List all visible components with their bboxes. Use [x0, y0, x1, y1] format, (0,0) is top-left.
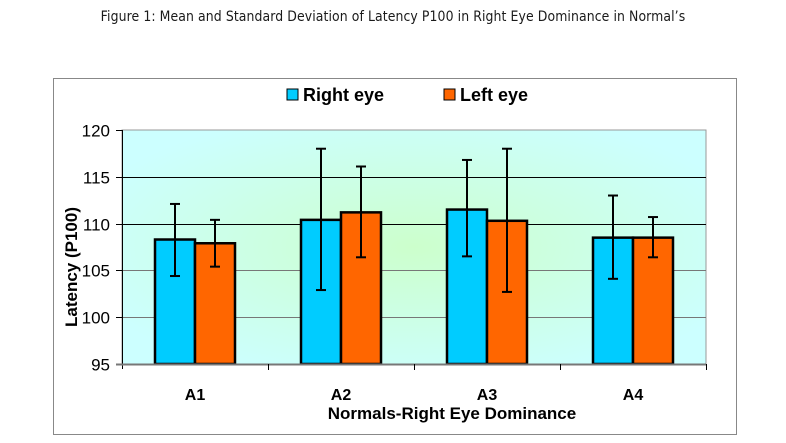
x-category-labels: A1 A2 A3 A4: [185, 387, 644, 404]
error-bar-a1-right-eye: [170, 202, 180, 278]
y-tick-label: 105: [82, 262, 110, 281]
error-bar-a2-left-eye: [356, 165, 366, 259]
axes: [116, 130, 707, 370]
error-bars: [170, 147, 658, 293]
error-bar-a4-left-eye: [648, 216, 658, 259]
y-tick-label: 95: [91, 356, 110, 375]
error-bar-a3-right-eye: [462, 158, 472, 258]
x-category-label: A2: [331, 387, 352, 404]
legend-label-left-eye: Left eye: [460, 85, 528, 105]
error-bar-a2-right-eye: [316, 147, 326, 292]
legend: Right eye Left eye: [286, 85, 528, 105]
x-category-label: A3: [477, 387, 498, 404]
error-bar-a3-left-eye: [502, 147, 512, 293]
y-axis-title: Latency (P100): [62, 207, 81, 327]
x-category-label: A1: [185, 387, 206, 404]
bar-a4-left-eye: [631, 236, 675, 366]
y-tick-labels: 95 100 105 110 115 120: [82, 122, 110, 375]
legend-swatch-right-eye: [286, 88, 299, 101]
y-tick-label: 110: [83, 216, 110, 235]
error-bar-a4-right-eye: [608, 194, 618, 280]
error-bar-a1-left-eye: [210, 218, 220, 268]
legend-label-right-eye: Right eye: [303, 85, 384, 105]
y-tick-label: 100: [82, 309, 110, 328]
x-axis-title: Normals-Right Eye Dominance: [328, 404, 576, 423]
legend-swatch-left-eye: [443, 88, 456, 101]
legend-item-right-eye: Right eye: [286, 85, 384, 105]
y-tick-label: 115: [83, 169, 110, 188]
y-tick-label: 120: [82, 122, 110, 141]
legend-item-left-eye: Left eye: [443, 85, 528, 105]
x-category-label: A4: [623, 387, 644, 404]
figure-caption: Figure 1: Mean and Standard Deviation of…: [100, 9, 686, 25]
